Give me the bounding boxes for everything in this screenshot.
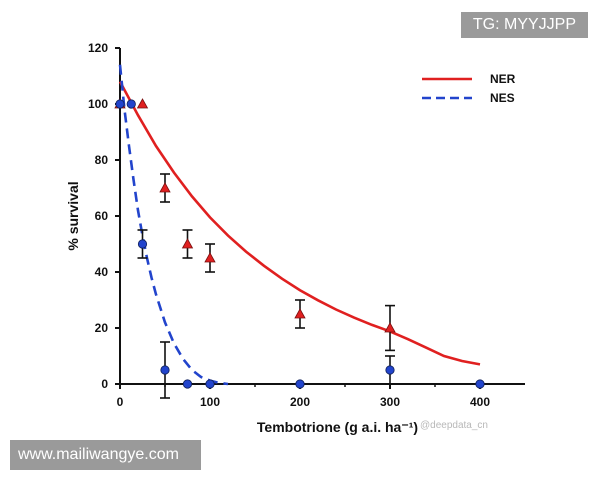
- y-tick-label: 60: [95, 209, 109, 223]
- data-markers: [114, 98, 485, 399]
- data-point-nes: [126, 99, 136, 109]
- top-right-badge: TG: MYYJJPP: [460, 12, 588, 38]
- x-ticks: 0 100 200 300 400: [117, 384, 490, 409]
- x-axis-title: Tembotrione (g a.i. ha⁻¹): [257, 419, 418, 435]
- data-point-ner: [159, 182, 171, 193]
- data-point-nes: [160, 365, 170, 375]
- x-tick-label: 100: [200, 395, 220, 409]
- y-tick-label: 40: [95, 265, 109, 279]
- fit-curve-ner: [118, 80, 481, 366]
- data-point-ner: [136, 98, 149, 109]
- fit-curve-nes: [118, 64, 229, 386]
- x-tick-label: 300: [380, 395, 400, 409]
- legend: NER NES: [422, 72, 516, 105]
- x-tick-label: 200: [290, 395, 310, 409]
- watermark: @deepdata_cn: [420, 420, 488, 431]
- x-tick-label: 400: [470, 395, 490, 409]
- data-point-nes: [205, 379, 215, 389]
- y-tick-label: 100: [88, 97, 108, 111]
- x-tick-label: 0: [117, 395, 124, 409]
- data-point-nes: [137, 239, 148, 249]
- y-tick-label: 80: [95, 153, 109, 167]
- data-point-ner: [204, 252, 216, 263]
- data-point-nes: [115, 99, 125, 109]
- data-point-nes: [295, 379, 305, 389]
- y-tick-label: 0: [101, 377, 108, 391]
- data-point-ner: [384, 322, 396, 333]
- y-axis-title: % survival: [65, 181, 81, 250]
- y-tick-label: 120: [88, 41, 108, 55]
- data-point-nes: [475, 379, 485, 389]
- data-point-ner: [294, 308, 306, 319]
- bottom-left-badge: www.mailiwangye.com: [10, 440, 201, 470]
- data-point-nes: [182, 379, 193, 389]
- y-tick-label: 20: [95, 321, 109, 335]
- data-point-ner: [181, 238, 194, 249]
- legend-label-nes: NES: [490, 91, 515, 105]
- fit-curves: [118, 64, 481, 386]
- data-point-nes: [385, 365, 395, 375]
- legend-label-ner: NER: [490, 72, 516, 86]
- y-ticks: 0 20 40 60 80 100 120: [88, 41, 120, 391]
